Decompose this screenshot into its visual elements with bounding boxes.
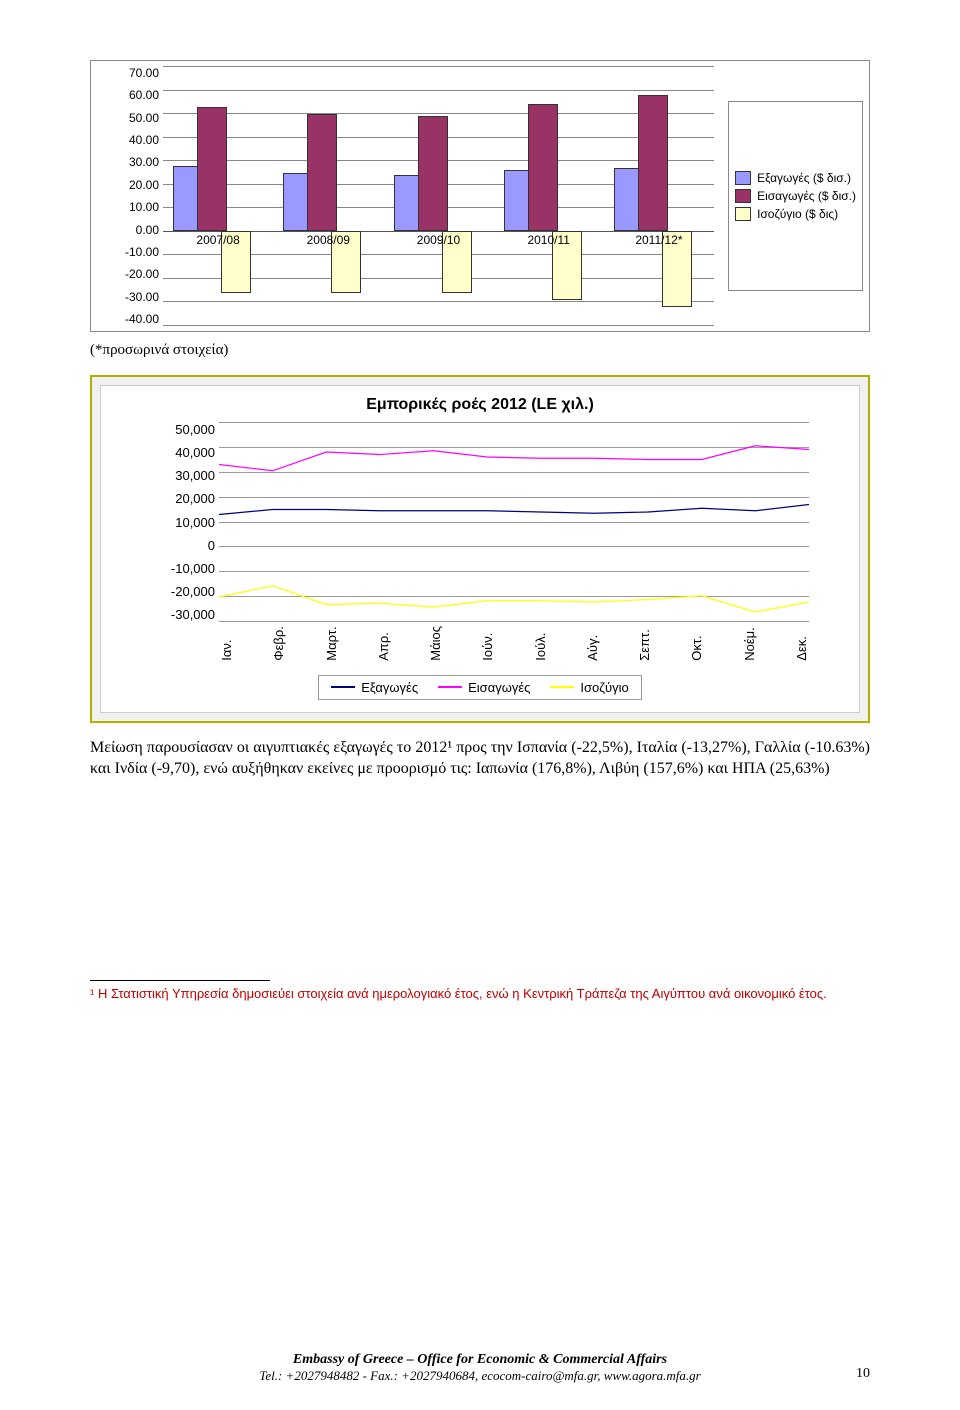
page-footer: Embassy of Greece – Office for Economic … bbox=[90, 1352, 870, 1384]
page-number: 10 bbox=[856, 1366, 870, 1382]
footnote: ¹ Η Στατιστική Υπηρεσία δημοσιεύει στοιχ… bbox=[90, 985, 870, 1003]
chart2-legend: ΕξαγωγέςΕισαγωγέςΙσοζύγιο bbox=[318, 675, 642, 700]
footnote-separator bbox=[90, 980, 270, 981]
chart1-plot-area: 2007/082008/092009/102010/112011/12* bbox=[163, 66, 714, 326]
footer-title: Embassy of Greece – Office for Economic … bbox=[90, 1352, 870, 1368]
chart1-y-axis: 70.0060.0050.0040.0030.0020.0010.000.00-… bbox=[91, 61, 163, 331]
body-paragraph: Μείωση παρουσίασαν οι αιγυπτιακές εξαγωγ… bbox=[90, 737, 870, 780]
chart1-legend: Εξαγωγές ($ δισ.)Εισαγωγές ($ δισ.)Ισοζύ… bbox=[728, 101, 863, 291]
chart2-y-axis: 50,00040,00030,00020,00010,0000-10,000-2… bbox=[151, 422, 215, 622]
provisional-note: (*προσωρινά στοιχεία) bbox=[90, 342, 870, 359]
chart2-title: Εμπορικές ροές 2012 (LE χιλ.) bbox=[101, 386, 859, 422]
line-chart-box: Εμπορικές ροές 2012 (LE χιλ.) 50,00040,0… bbox=[90, 375, 870, 723]
bar-chart: 70.0060.0050.0040.0030.0020.0010.000.00-… bbox=[90, 60, 870, 332]
chart2-x-axis: Ιαν.Φεβρ.Μαρτ.Απρ.ΜάιοςΙούν.Ιούλ.Αύγ.Σεπ… bbox=[101, 626, 859, 665]
footer-sub: Tel.: +2027948482 - Fax.: +2027940684, e… bbox=[90, 1368, 870, 1384]
chart2-plot-area bbox=[219, 422, 809, 622]
